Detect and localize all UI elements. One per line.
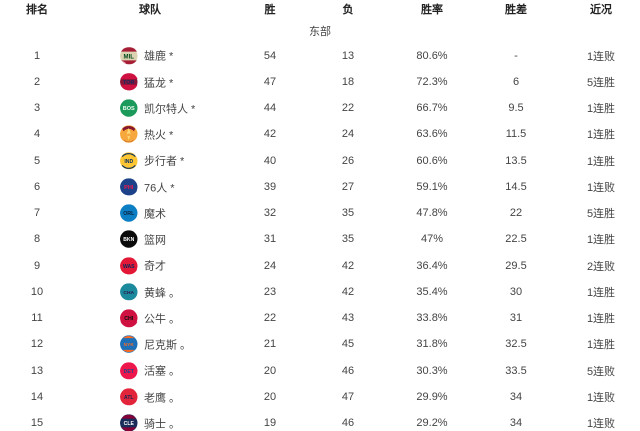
svg-text:BOS: BOS <box>123 106 135 112</box>
svg-text:MIL: MIL <box>124 54 135 60</box>
svg-text:CHA: CHA <box>123 290 134 296</box>
svg-text:BKN: BKN <box>123 237 134 243</box>
svg-text:CHI: CHI <box>124 316 134 322</box>
svg-text:NYK: NYK <box>124 342 135 348</box>
svg-text:PHI: PHI <box>124 185 134 191</box>
svg-text:ATL: ATL <box>124 395 135 401</box>
svg-text:IND: IND <box>124 159 133 165</box>
svg-text:TOR: TOR <box>123 80 135 86</box>
svg-text:CLE: CLE <box>124 421 135 427</box>
svg-text:DET: DET <box>124 369 135 375</box>
svg-text:ORL: ORL <box>123 211 135 217</box>
svg-text:WAS: WAS <box>123 264 135 270</box>
